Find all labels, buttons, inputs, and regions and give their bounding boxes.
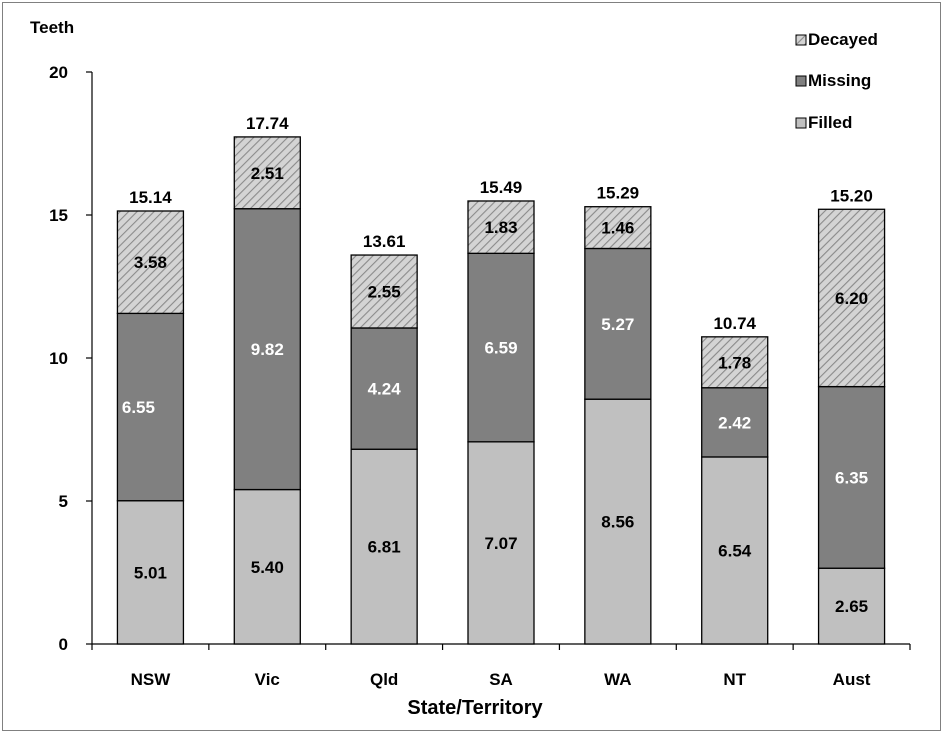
data-label: 5.27 <box>601 315 634 334</box>
bar-segment-filled <box>467 441 535 645</box>
total-label: 17.74 <box>246 114 289 133</box>
legend-label: Filled <box>808 113 852 132</box>
data-label: 6.55 <box>122 398 155 417</box>
bar-segment-missing <box>584 247 652 400</box>
data-label: 5.01 <box>134 563 167 582</box>
bar-segment-filled <box>584 398 652 645</box>
x-tick-label: NSW <box>131 670 172 689</box>
bar-segment-filled <box>350 448 418 645</box>
total-label: 15.49 <box>480 178 523 197</box>
x-tick-label: NT <box>723 670 746 689</box>
bar-segment-decayed <box>817 208 886 388</box>
x-axis-title: State/Territory <box>407 697 543 719</box>
bar-segment-missing <box>116 312 185 502</box>
bar-segment-filled <box>701 456 769 645</box>
axes: 0 5 10 15 20 <box>49 63 911 654</box>
total-label: 15.20 <box>830 186 873 205</box>
legend-swatch-missing <box>795 75 807 87</box>
bars: 5.01 6.55 3.58 15.14 NSW 5.40 9.82 2.51 17.74 Vic… <box>116 114 886 689</box>
bar-segment-missing <box>350 327 418 450</box>
bar-segment-missing <box>817 385 886 569</box>
x-tick-label: Aust <box>833 670 871 689</box>
x-tick-label: Vic <box>255 670 280 689</box>
bar-segment-decayed <box>233 136 301 210</box>
data-label: 1.78 <box>718 353 751 372</box>
x-tick-label: SA <box>489 670 513 689</box>
bar-segment-missing <box>467 252 535 443</box>
legend: Decayed Missing Filled <box>795 30 878 132</box>
bar-segment-decayed <box>584 206 652 250</box>
data-label: 2.42 <box>718 413 751 432</box>
legend-label: Decayed <box>808 30 878 49</box>
data-label: 6.20 <box>835 289 868 308</box>
data-label: 1.83 <box>484 218 517 237</box>
y-tick-label: 20 <box>49 63 68 82</box>
legend-swatch-filled <box>795 117 807 129</box>
y-tick-label: 0 <box>59 635 68 654</box>
legend-swatch-decayed <box>795 34 807 46</box>
data-label: 2.51 <box>251 164 284 183</box>
total-label: 15.29 <box>597 184 640 203</box>
y-axis-title: Teeth <box>30 18 74 37</box>
data-label: 6.35 <box>835 468 868 487</box>
x-tick-label: WA <box>604 670 631 689</box>
x-tick-label: Qld <box>370 670 398 689</box>
data-label: 2.55 <box>368 283 401 302</box>
bar-segment-filled <box>817 567 886 645</box>
bar-segment-decayed <box>467 200 535 254</box>
data-label: 9.82 <box>251 340 284 359</box>
data-label: 6.81 <box>368 538 401 557</box>
data-label: 3.58 <box>134 253 167 272</box>
y-tick-label: 15 <box>49 206 68 225</box>
y-tick-label: 5 <box>59 492 68 511</box>
bar-segment-filled <box>233 488 301 645</box>
data-label: 2.65 <box>835 597 868 616</box>
data-label: 6.59 <box>484 339 517 358</box>
bar-segment-decayed <box>116 210 185 315</box>
data-label: 8.56 <box>601 513 634 532</box>
data-label: 4.24 <box>368 380 402 399</box>
total-label: 10.74 <box>713 314 756 333</box>
bar-segment-decayed <box>350 254 418 329</box>
bar-segment-decayed <box>701 336 769 389</box>
legend-label: Missing <box>808 71 871 90</box>
data-label: 1.46 <box>601 219 634 238</box>
y-tick-label: 10 <box>49 349 68 368</box>
bar-segment-missing <box>233 208 301 491</box>
total-label: 15.14 <box>129 188 172 207</box>
total-label: 13.61 <box>363 232 406 251</box>
data-label: 6.54 <box>718 541 752 560</box>
data-label: 7.07 <box>484 534 517 553</box>
data-label: 5.40 <box>251 558 284 577</box>
